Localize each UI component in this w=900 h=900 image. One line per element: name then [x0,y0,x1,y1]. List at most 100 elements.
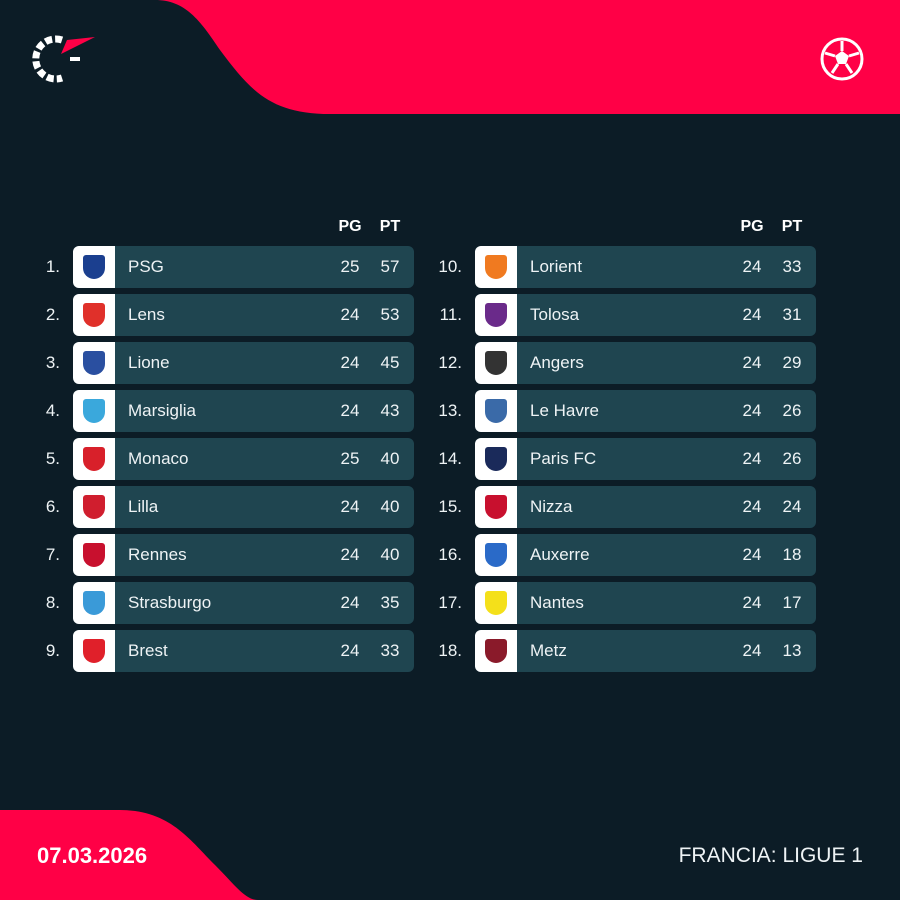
rank: 16. [438,545,462,564]
team-name: Strasburgo [128,593,212,612]
team-name: Auxerre [530,545,590,564]
played: 24 [742,353,762,372]
rank: 10. [438,257,462,276]
team-name: Angers [530,353,584,372]
header-played: PG [338,218,362,235]
points: 13 [782,641,802,660]
table-row[interactable]: Nizza 24 24 [475,486,816,528]
played: 25 [340,257,360,276]
rank: 8. [45,593,60,612]
team-crest-icon [73,438,115,480]
team-name: Nizza [530,497,573,516]
points: 43 [380,401,400,420]
points: 45 [380,353,400,372]
header-played: PG [740,218,764,235]
table-row[interactable]: Le Havre 24 26 [475,390,816,432]
table-row[interactable]: Monaco 25 40 [73,438,414,480]
points: 26 [782,401,802,420]
table-row[interactable]: Metz 24 13 [475,630,816,672]
team-name: Le Havre [530,401,599,420]
table-row[interactable]: Lione 24 45 [73,342,414,384]
football-icon [820,37,864,81]
rank: 11. [439,305,462,324]
team-crest-icon [475,294,517,336]
team-name: Lorient [530,257,582,276]
points: 33 [380,641,400,660]
points: 35 [380,593,400,612]
team-crest-icon [73,294,115,336]
rank: 6. [45,497,60,516]
table-row[interactable]: Lilla 24 40 [73,486,414,528]
table-row[interactable]: Paris FC 24 26 [475,438,816,480]
points: 29 [782,353,802,372]
team-name: Brest [128,641,168,660]
rank: 18. [438,641,462,660]
table-row[interactable]: Nantes 24 17 [475,582,816,624]
table-row[interactable]: Auxerre 24 18 [475,534,816,576]
header-red-shape [155,0,900,114]
played: 24 [340,497,360,516]
team-crest-icon [475,342,517,384]
table-row[interactable]: PSG 25 57 [73,246,414,288]
played: 24 [340,593,360,612]
rank: 2. [45,305,60,324]
rank: 15. [438,497,462,516]
table-row[interactable]: Angers 24 29 [475,342,816,384]
points: 40 [380,449,400,468]
played: 24 [742,497,762,516]
played: 24 [742,449,762,468]
points: 40 [380,545,400,564]
match-date: 07.03.2026 [37,843,148,868]
table-row[interactable]: Strasburgo 24 35 [73,582,414,624]
points: 18 [782,545,802,564]
table-row[interactable]: Lens 24 53 [73,294,414,336]
table-row[interactable]: Rennes 24 40 [73,534,414,576]
table-row[interactable]: Marsiglia 24 43 [73,390,414,432]
rank: 17. [438,593,462,612]
played: 24 [742,641,762,660]
played: 24 [340,401,360,420]
points: 24 [782,497,802,516]
team-name: Nantes [530,593,584,612]
rank: 9. [45,641,60,660]
played: 24 [742,593,762,612]
team-name: Metz [530,641,567,660]
points: 17 [782,593,802,612]
table-row[interactable]: Lorient 24 33 [475,246,816,288]
header-points: PT [379,218,401,235]
flashscore-logo [32,35,95,83]
team-name: Marsiglia [128,401,197,420]
team-crest-icon [475,630,517,672]
team-crest-icon [475,246,517,288]
team-crest-icon [475,534,517,576]
played: 24 [742,545,762,564]
team-crest-icon [73,582,115,624]
played: 24 [742,257,762,276]
team-crest-icon [73,390,115,432]
played: 25 [340,449,360,468]
points: 53 [380,305,400,324]
header-points: PT [781,218,803,235]
team-name: Lione [128,353,170,372]
footer-red-shape [0,810,258,900]
rank: 1. [45,257,60,276]
played: 24 [742,401,762,420]
played: 24 [340,641,360,660]
table-row[interactable]: Tolosa 24 31 [475,294,816,336]
team-crest-icon [475,438,517,480]
table-row[interactable]: Brest 24 33 [73,630,414,672]
points: 33 [782,257,802,276]
rank: 4. [45,401,60,420]
points: 40 [380,497,400,516]
points: 57 [380,257,400,276]
rank: 12. [438,353,462,372]
points: 31 [782,305,802,324]
rank: 7. [45,545,60,564]
team-crest-icon [73,246,115,288]
team-crest-icon [475,582,517,624]
team-name: Paris FC [530,449,597,468]
league-name: FRANCIA: LIGUE 1 [678,844,863,867]
played: 24 [340,305,360,324]
team-name: Lilla [128,497,159,516]
